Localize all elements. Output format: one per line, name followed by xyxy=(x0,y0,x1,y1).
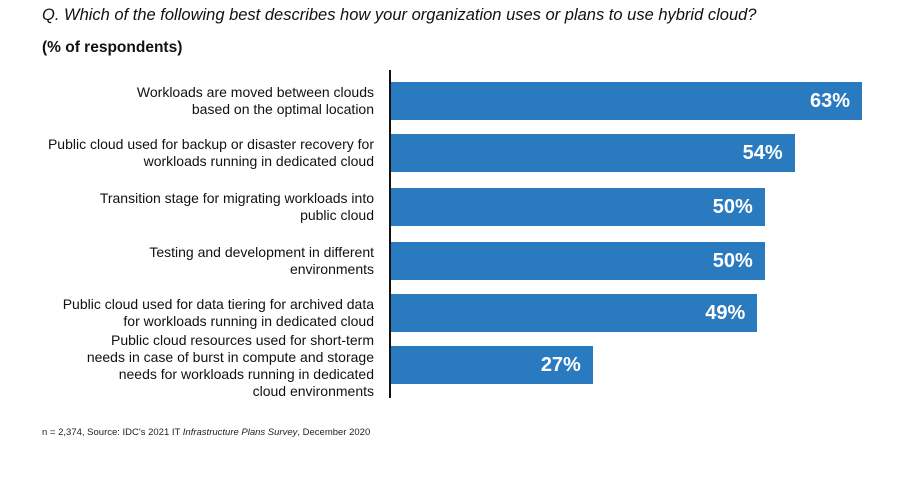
data-label: 54% xyxy=(742,142,783,164)
category-label: Workloads are moved between clouds based… xyxy=(0,82,374,120)
bar: 63% xyxy=(391,82,862,120)
category-label: Transition stage for migrating workloads… xyxy=(0,188,374,226)
data-label: 63% xyxy=(809,90,850,112)
category-label: Public cloud resources used for short-te… xyxy=(0,332,374,399)
chart-title: Q. Which of the following best describes… xyxy=(42,6,757,24)
footnote: n = 2,374, Source: IDC's 2021 IT Infrast… xyxy=(42,427,371,438)
category-label: Testing and development in different env… xyxy=(0,242,374,280)
bar: 54% xyxy=(391,134,795,172)
y-axis-line xyxy=(389,70,391,398)
data-label: 50% xyxy=(712,250,753,272)
category-label-text: Public cloud resources used for short-te… xyxy=(86,332,374,399)
data-label: 27% xyxy=(540,354,581,376)
category-label: Public cloud used for data tiering for a… xyxy=(0,294,374,332)
bar: 27% xyxy=(391,346,593,384)
category-label-text: Public cloud used for data tiering for a… xyxy=(62,296,374,329)
bar: 50% xyxy=(391,188,765,226)
bar: 50% xyxy=(391,242,765,280)
data-label: 50% xyxy=(712,196,753,218)
category-label: Public cloud used for backup or disaster… xyxy=(0,134,374,172)
category-label-text: Workloads are moved between clouds based… xyxy=(136,84,374,117)
data-label: 49% xyxy=(705,302,746,324)
chart-subtitle: (% of respondents) xyxy=(42,39,183,56)
category-label-text: Transition stage for migrating workloads… xyxy=(99,190,374,223)
category-label-text: Testing and development in different env… xyxy=(149,244,374,277)
bar: 49% xyxy=(391,294,758,332)
category-label-text: Public cloud used for backup or disaster… xyxy=(47,136,374,169)
